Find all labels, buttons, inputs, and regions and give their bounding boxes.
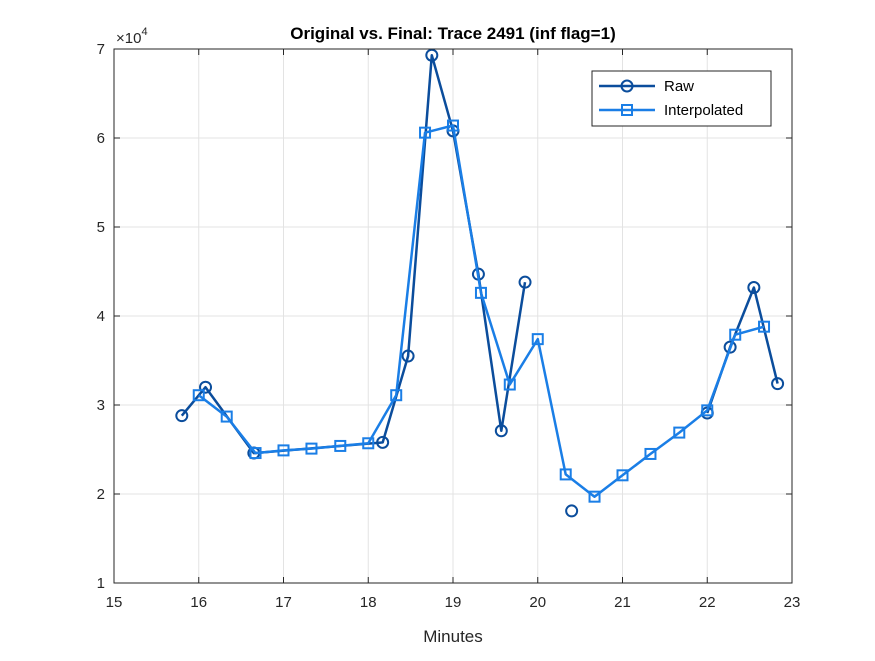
data-point-raw [175,409,189,423]
y-tick-label: 6 [97,130,105,147]
legend-marker-interpolated [621,104,633,116]
y-tick-label: 4 [97,308,105,325]
x-tick-label: 15 [106,594,123,611]
y-tick-label: 7 [97,41,105,58]
x-tick-label: 18 [360,594,377,611]
data-point-interpolated [192,389,205,402]
svg-text:×104: ×104 [116,26,148,47]
series-layer [175,48,785,518]
data-point-interpolated [362,437,375,450]
x-tick-label: 23 [784,594,801,611]
data-point-raw [425,48,439,62]
y-exponent-base: ×10 [116,30,141,47]
y-tick-label: 2 [97,486,105,503]
legend-label-interpolated: Interpolated [664,102,743,119]
data-point-interpolated [334,439,347,452]
x-tick-label: 22 [699,594,716,611]
data-point-raw [376,435,390,449]
data-point-interpolated [644,447,657,460]
legend-item-interpolated: Interpolated [599,102,743,119]
data-point-interpolated [729,328,742,341]
data-point-interpolated [616,469,629,482]
data-point-interpolated [673,426,686,439]
y-exponent-power: 4 [141,26,147,38]
data-point-interpolated [249,447,262,460]
series-line-interpolated [198,124,765,498]
data-point-interpolated [701,404,714,417]
series-interpolated [192,119,771,503]
legend: Raw Interpolated [591,70,772,127]
chart-title: Original vs. Final: Trace 2491 (inf flag… [290,24,615,43]
data-point-raw [747,281,761,295]
data-point-interpolated [588,490,601,503]
data-point-interpolated [503,378,516,391]
data-point-interpolated [305,442,318,455]
x-tick-label: 19 [445,594,462,611]
data-point-interpolated [758,320,771,333]
legend-marker-raw [620,79,634,93]
data-point-interpolated [277,444,290,457]
legend-item-raw: Raw [599,78,694,95]
data-point-interpolated [474,286,487,299]
data-point-interpolated [447,119,459,132]
x-tick-label: 21 [614,594,631,611]
data-point-raw [518,275,532,289]
data-point-raw [494,424,508,438]
legend-label-raw: Raw [664,78,694,95]
data-point-raw [401,349,415,363]
data-point-interpolated [390,389,403,402]
data-point-raw [199,380,213,394]
y-tick-label: 3 [97,397,105,414]
data-point-interpolated [531,333,544,346]
data-point-interpolated [559,468,572,481]
data-point-interpolated [220,410,233,423]
x-tick-label: 17 [275,594,292,611]
x-tick-label: 20 [529,594,546,611]
x-tick-label: 16 [190,594,207,611]
y-tick-label: 5 [97,219,105,236]
x-axis-label: Minutes [423,627,483,646]
y-exponent: ×104 [116,26,148,47]
data-point-raw [771,377,785,391]
data-point-raw [565,504,579,518]
legend-box [591,70,772,127]
y-tick-label: 1 [97,575,105,592]
data-point-interpolated [419,126,432,139]
data-point-raw [723,340,737,354]
